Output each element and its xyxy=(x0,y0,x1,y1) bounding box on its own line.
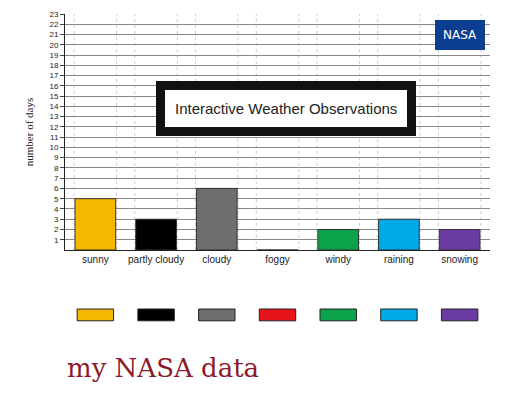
svg-text:10: 10 xyxy=(49,143,58,152)
svg-text:2: 2 xyxy=(54,225,59,234)
svg-text:15: 15 xyxy=(49,92,58,101)
svg-text:Interactive Weather Observatio: Interactive Weather Observations xyxy=(175,100,397,117)
svg-text:17: 17 xyxy=(49,71,58,80)
svg-text:cloudy: cloudy xyxy=(202,254,231,265)
svg-text:my NASA data: my NASA data xyxy=(67,353,259,383)
svg-text:partly cloudy: partly cloudy xyxy=(128,254,184,265)
svg-text:14: 14 xyxy=(49,102,58,111)
svg-text:sunny: sunny xyxy=(82,254,109,265)
svg-text:NASA: NASA xyxy=(443,28,477,42)
svg-text:3: 3 xyxy=(54,215,59,224)
svg-text:21: 21 xyxy=(49,30,58,39)
svg-text:8: 8 xyxy=(54,164,59,173)
svg-text:13: 13 xyxy=(49,112,58,121)
svg-text:12: 12 xyxy=(49,123,58,132)
svg-text:4: 4 xyxy=(54,205,59,214)
svg-text:1: 1 xyxy=(54,236,59,245)
svg-text:snowing: snowing xyxy=(441,254,478,265)
svg-text:16: 16 xyxy=(49,82,58,91)
svg-text:number of days: number of days xyxy=(23,98,35,166)
svg-text:raining: raining xyxy=(384,254,414,265)
svg-text:19: 19 xyxy=(49,51,58,60)
svg-text:9: 9 xyxy=(54,153,59,162)
svg-text:7: 7 xyxy=(54,174,59,183)
svg-text:11: 11 xyxy=(50,133,59,142)
svg-text:5: 5 xyxy=(54,195,59,204)
svg-text:foggy: foggy xyxy=(265,254,289,265)
svg-text:6: 6 xyxy=(54,184,59,193)
svg-text:22: 22 xyxy=(49,20,58,29)
svg-text:windy: windy xyxy=(324,254,351,265)
svg-text:20: 20 xyxy=(49,41,58,50)
svg-text:18: 18 xyxy=(49,61,58,70)
svg-text:23: 23 xyxy=(49,10,58,19)
